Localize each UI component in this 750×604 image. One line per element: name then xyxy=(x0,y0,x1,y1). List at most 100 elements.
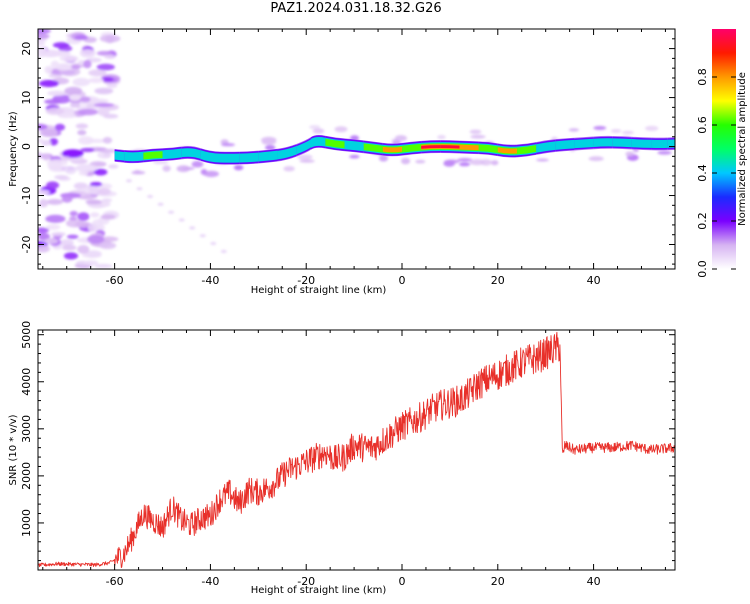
halo-blob xyxy=(657,150,672,155)
streak-blob xyxy=(220,249,227,253)
halo-blob xyxy=(233,164,244,171)
y-axis-label: Frequency (Hz) xyxy=(8,111,19,187)
y-tick-label: 3000 xyxy=(20,415,33,443)
noise-blob xyxy=(60,156,71,161)
noise-blob xyxy=(38,29,51,34)
ridge-band xyxy=(382,146,402,153)
spectrogram-plot-area xyxy=(38,29,675,269)
x-tick-label: -40 xyxy=(201,575,219,588)
noise-blob xyxy=(99,242,117,250)
streak-blob xyxy=(157,202,164,206)
noise-blob xyxy=(61,149,84,158)
noise-blob xyxy=(83,260,99,266)
ridge-band xyxy=(143,151,163,160)
noise-blob xyxy=(66,234,79,239)
ridge-band xyxy=(440,145,460,149)
noise-blob xyxy=(54,175,69,180)
halo-blob xyxy=(588,156,604,162)
noise-blob xyxy=(69,210,78,217)
noise-blob xyxy=(61,195,73,203)
halo-blob xyxy=(469,159,485,166)
noise-blob xyxy=(94,87,114,95)
streak-blob xyxy=(147,195,154,198)
ridge-band xyxy=(114,151,125,161)
snr-line xyxy=(38,331,675,569)
x-tick-label: 40 xyxy=(587,575,601,588)
halo-blob xyxy=(415,159,426,164)
noise-blob xyxy=(46,181,60,189)
noise-blob xyxy=(45,214,66,223)
halo-blob xyxy=(261,139,276,146)
noise-blob xyxy=(39,199,49,208)
y-tick-label: 5000 xyxy=(20,321,33,349)
noise-blob xyxy=(74,35,89,40)
noise-blob xyxy=(45,224,61,230)
x-tick-label: 20 xyxy=(491,575,505,588)
noise-blob xyxy=(103,113,119,119)
noise-blob xyxy=(79,49,96,58)
streak-blob xyxy=(136,187,143,191)
y-tick-label: -20 xyxy=(20,236,33,254)
noise-blob xyxy=(49,138,58,146)
noise-blob xyxy=(45,107,65,115)
noise-blob xyxy=(90,182,103,187)
halo-blob xyxy=(131,170,146,175)
ridge-band xyxy=(667,139,675,148)
ridge xyxy=(114,134,675,165)
noise-blob xyxy=(106,83,118,89)
ridge-band xyxy=(363,143,383,153)
noise-blob xyxy=(70,65,81,70)
halo-blob xyxy=(191,160,204,168)
halo-blob xyxy=(312,128,325,134)
noise-blob xyxy=(44,238,58,244)
y-tick-label: 1000 xyxy=(20,509,33,537)
y-tick-label: 2000 xyxy=(20,462,33,490)
y-axis-label: SNR (10 * v/v) xyxy=(8,414,19,485)
ridge-band xyxy=(200,150,220,163)
noise-blob xyxy=(38,138,45,143)
halo-blob xyxy=(176,165,191,173)
noise-blob xyxy=(39,128,58,138)
noise-blob xyxy=(88,77,104,84)
halo-blob xyxy=(610,129,622,133)
x-tick-label: 0 xyxy=(399,575,406,588)
ridge-band xyxy=(181,148,201,159)
ridge-band xyxy=(651,139,668,149)
halo-blob xyxy=(536,158,549,162)
ridge-band xyxy=(612,138,632,148)
noise-blob xyxy=(73,182,88,190)
noise-blob xyxy=(86,57,102,63)
noise-blob xyxy=(87,235,105,244)
noise-blob xyxy=(62,244,77,251)
spectrogram-panel: -60 -40 -20 0 20 40 -20 -10 0 10 20 Height of strai… xyxy=(8,28,676,296)
noise-blob xyxy=(38,151,43,159)
y-tick-label: 4000 xyxy=(20,368,33,396)
noise-blob xyxy=(38,47,47,52)
plot-frame xyxy=(37,28,676,270)
noise-blob xyxy=(46,159,68,166)
ridge-band xyxy=(555,139,575,150)
plot-frame xyxy=(37,329,676,571)
halo-blob xyxy=(469,129,482,134)
noise-blob xyxy=(101,198,113,203)
noise-blob xyxy=(77,129,87,136)
colorbar-tick-label: 0.8 xyxy=(696,68,709,86)
streak-blob xyxy=(126,179,132,183)
colorbar-tick-label: 0.2 xyxy=(696,212,709,230)
noise-blob xyxy=(46,198,63,205)
noise-blob xyxy=(39,79,59,88)
noise-blob xyxy=(85,199,102,205)
streak-blob xyxy=(178,218,185,222)
halo-blob xyxy=(437,135,446,140)
noise-blob xyxy=(90,212,100,218)
noise-blob xyxy=(38,33,50,40)
noise-blob xyxy=(101,76,114,82)
noise-blob xyxy=(100,214,116,220)
x-tick-label: -40 xyxy=(201,274,219,287)
ridge-band xyxy=(277,145,297,160)
noise-blob xyxy=(78,136,94,145)
noise-blob xyxy=(77,108,99,116)
ridge-band xyxy=(421,145,441,149)
